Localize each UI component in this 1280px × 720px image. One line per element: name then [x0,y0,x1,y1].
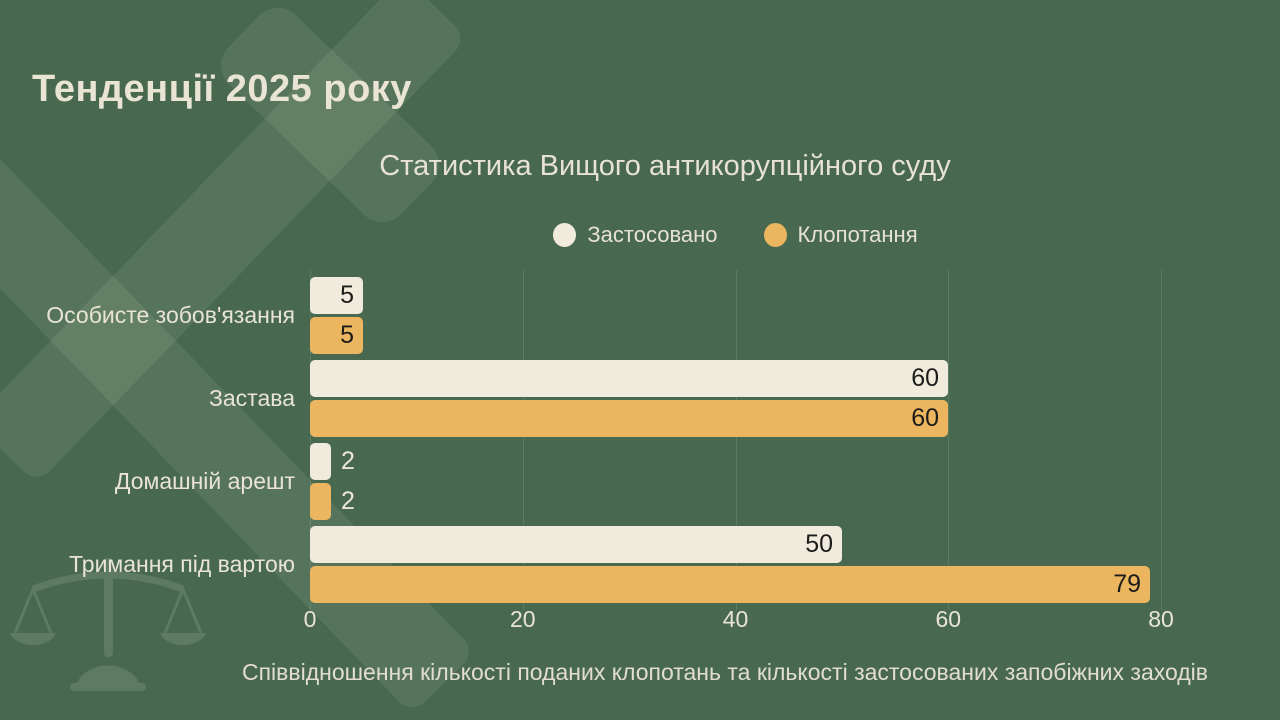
category-label: Тримання під вартою [69,551,295,577]
bar-value-label: 60 [911,364,939,392]
category-label: Застава [208,385,295,411]
page-title: Тенденції 2025 року [32,68,412,110]
chart-row: Тримання під вартою 50 79 [0,526,1280,603]
x-axis-tick-label: 80 [1148,606,1174,632]
bar-chart: Особисте зобов'язання 5 5 Застава 60 60 Домашн… [0,270,1280,610]
bar-value-label: 5 [340,321,354,349]
chart-row: Домашній арешт 2 2 [0,443,1280,520]
x-axis-tick-label: 20 [509,606,536,632]
chart-row: Застава 60 60 [0,360,1280,437]
bar-value-label: 5 [340,281,354,309]
legend-label: Застосовано [587,222,718,247]
gridline [735,270,737,610]
gavel-head [210,0,450,233]
bar-value-label: 50 [805,530,833,558]
bar-value-label: 79 [1113,570,1141,598]
legend-swatch-icon [763,223,787,247]
legend-swatch-icon [553,223,577,247]
bar-applied: 5 [310,277,363,314]
legend-label: Клопотання [797,222,918,247]
x-axis-tick-label: 0 [303,606,317,632]
chart-legend: Застосовано Клопотання [310,222,1161,248]
chart-caption: Співвідношення кількості поданих клопота… [241,659,1209,685]
category-label: Особисте зобов'язання [46,302,295,328]
bar-value-label: 2 [341,487,355,515]
chart-row: Особисте зобов'язання 5 5 [0,277,1280,354]
bar-requested: 79 [310,566,1150,603]
legend-item: Клопотання [763,222,918,248]
bar-applied: 50 [310,526,842,563]
bar-requested: 60 [310,400,948,437]
x-axis: 0 20 40 60 80 [0,606,1280,636]
bar-applied [310,443,331,480]
x-axis-tick-label: 40 [722,606,749,632]
category-label: Домашній арешт [114,468,295,494]
bar-requested [310,483,331,520]
gridline [522,270,524,610]
bar-requested: 5 [310,317,363,354]
chart-title: Статистика Вищого антикорупційного суду [379,150,951,182]
gridline [1161,270,1162,610]
legend-item: Застосовано [553,222,718,248]
bar-applied: 60 [310,360,948,397]
bar-value-label: 2 [341,447,355,475]
bar-value-label: 60 [911,404,939,432]
gridline [310,270,311,610]
x-axis-tick-label: 60 [935,606,962,632]
gridline [948,270,950,610]
